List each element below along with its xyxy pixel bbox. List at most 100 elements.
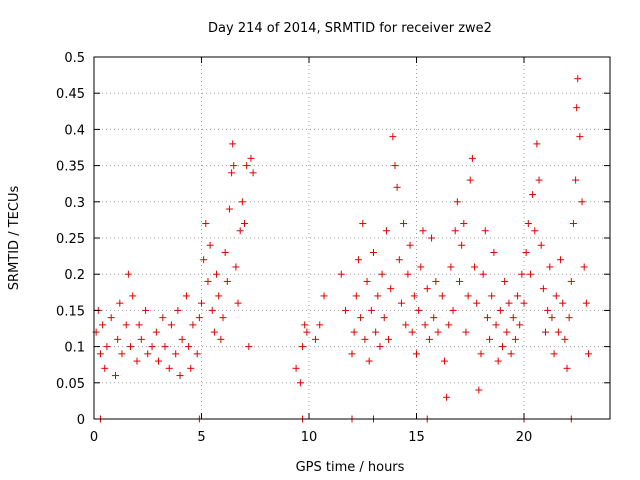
data-point bbox=[178, 335, 186, 343]
data-point bbox=[380, 314, 388, 322]
data-point bbox=[198, 299, 205, 307]
data-point bbox=[554, 328, 562, 336]
axis-ticks: 0 0.05 0.1 0.15 0.2 0.25 0.3 0.35 0.4 0.45 0.5 0 5 10… bbox=[56, 51, 610, 445]
data-point bbox=[189, 321, 197, 329]
data-point bbox=[563, 364, 571, 372]
data-point bbox=[516, 321, 524, 329]
data-point bbox=[458, 241, 466, 249]
data-point bbox=[559, 299, 567, 307]
data-point bbox=[520, 299, 528, 307]
data-point bbox=[185, 343, 193, 351]
data-point bbox=[537, 241, 545, 249]
data-point bbox=[490, 248, 498, 256]
data-point bbox=[481, 227, 489, 235]
grid-lines bbox=[94, 57, 610, 419]
x-tick-label: 10 bbox=[301, 430, 318, 445]
data-point bbox=[557, 256, 565, 264]
data-point bbox=[464, 292, 472, 300]
data-point bbox=[565, 314, 573, 322]
y-tick-label: 0.4 bbox=[64, 123, 85, 138]
data-point bbox=[578, 198, 586, 206]
data-point bbox=[350, 328, 358, 336]
y-tick-label: 0.05 bbox=[56, 377, 85, 392]
data-point bbox=[155, 357, 162, 365]
data-point bbox=[507, 350, 515, 358]
data-point bbox=[569, 220, 577, 228]
data-point bbox=[320, 292, 328, 300]
data-point bbox=[387, 285, 395, 293]
data-point bbox=[552, 292, 560, 300]
data-point bbox=[118, 350, 126, 358]
data-point bbox=[518, 270, 526, 278]
data-point bbox=[499, 343, 506, 351]
data-point bbox=[524, 220, 532, 228]
data-points bbox=[92, 75, 592, 423]
data-point bbox=[221, 248, 229, 256]
data-point bbox=[359, 220, 367, 228]
data-point bbox=[223, 277, 231, 285]
data-point bbox=[213, 270, 221, 278]
data-point bbox=[99, 321, 107, 329]
data-point bbox=[354, 256, 362, 264]
data-point bbox=[531, 227, 539, 235]
data-point bbox=[296, 379, 304, 387]
data-point bbox=[462, 328, 470, 336]
data-point bbox=[202, 220, 210, 228]
data-point bbox=[114, 335, 122, 343]
data-point bbox=[567, 277, 575, 285]
data-point bbox=[225, 205, 233, 213]
data-point bbox=[137, 335, 145, 343]
data-point bbox=[475, 386, 483, 394]
y-tick-label: 0.45 bbox=[56, 87, 85, 102]
data-point bbox=[357, 314, 365, 322]
y-tick-label: 0.2 bbox=[64, 268, 85, 283]
data-point bbox=[542, 328, 549, 336]
data-point bbox=[165, 364, 173, 372]
data-point bbox=[361, 335, 369, 343]
data-point bbox=[159, 314, 167, 322]
data-point bbox=[494, 357, 502, 365]
data-point bbox=[176, 372, 184, 380]
data-point bbox=[496, 306, 504, 314]
data-point bbox=[492, 321, 500, 329]
data-point bbox=[152, 328, 160, 336]
data-point bbox=[509, 314, 517, 322]
data-point bbox=[127, 343, 135, 351]
data-point bbox=[449, 306, 457, 314]
chart-title: Day 214 of 2014, SRMTID for receiver zwe… bbox=[208, 21, 492, 36]
data-point bbox=[477, 350, 485, 358]
data-point bbox=[402, 321, 410, 329]
data-point bbox=[456, 277, 463, 285]
data-point bbox=[299, 343, 307, 351]
data-point bbox=[389, 133, 397, 141]
data-point bbox=[479, 270, 487, 278]
data-point bbox=[249, 169, 257, 177]
data-point bbox=[96, 350, 104, 358]
data-point bbox=[342, 306, 350, 314]
data-point bbox=[243, 162, 251, 170]
data-point bbox=[539, 285, 547, 293]
data-point bbox=[385, 335, 393, 343]
data-point bbox=[292, 364, 300, 372]
data-point bbox=[397, 299, 405, 307]
data-point bbox=[200, 256, 208, 264]
data-point bbox=[236, 227, 244, 235]
data-point bbox=[210, 328, 218, 336]
y-tick-label: 0 bbox=[77, 413, 85, 428]
y-tick-label: 0.1 bbox=[64, 341, 85, 356]
data-point bbox=[241, 220, 248, 228]
data-point bbox=[404, 270, 412, 278]
data-point bbox=[135, 321, 143, 329]
plot-frame bbox=[93, 56, 611, 420]
data-point bbox=[228, 169, 236, 177]
y-tick-label: 0.15 bbox=[56, 304, 85, 319]
data-point bbox=[432, 277, 440, 285]
data-point bbox=[535, 176, 543, 184]
data-point bbox=[142, 306, 150, 314]
y-tick-label: 0.25 bbox=[56, 232, 85, 247]
data-point bbox=[511, 335, 519, 343]
y-tick-label: 0.5 bbox=[64, 51, 85, 66]
data-point bbox=[217, 335, 225, 343]
data-point bbox=[417, 263, 425, 271]
data-point bbox=[101, 364, 109, 372]
